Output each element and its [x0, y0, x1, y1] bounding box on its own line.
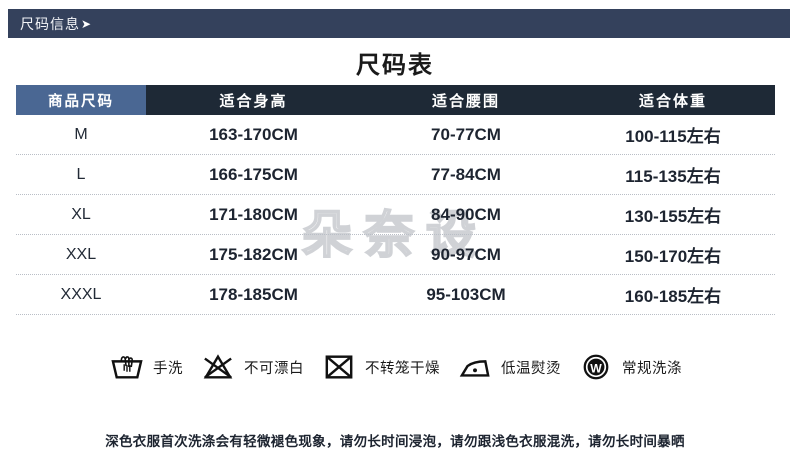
- care-item-no-tumble-dry: 不转笼干燥: [320, 352, 440, 382]
- cell-weight: 150-170左右: [624, 247, 722, 266]
- size-info-section-bar: 尺码信息 ➤: [8, 9, 790, 38]
- table-row: XL 171-180CM 84-90CM 130-155左右: [16, 195, 775, 235]
- cell-size: L: [76, 165, 86, 183]
- cell-weight: 115-135左右: [625, 167, 721, 186]
- care-item-no-bleach: 不可漂白: [199, 352, 304, 382]
- cell-waist: 84-90CM: [431, 204, 501, 224]
- table-row: XXL 175-182CM 90-97CM 150-170左右: [16, 235, 775, 275]
- cell-waist: 95-103CM: [426, 284, 506, 304]
- column-header-height: 适合身高: [219, 92, 288, 110]
- care-label: 不可漂白: [244, 360, 304, 377]
- column-header-waist: 适合腰围: [431, 92, 500, 110]
- page-title: 尺码表: [356, 52, 434, 79]
- cell-height: 171-180CM: [209, 204, 298, 224]
- cell-waist: 70-77CM: [431, 124, 501, 144]
- normal-wash-icon: W: [583, 354, 609, 380]
- low-iron-icon: [459, 360, 490, 377]
- cell-size: XXXL: [60, 285, 102, 303]
- cell-height: 178-185CM: [209, 284, 298, 304]
- cell-size: XXL: [65, 245, 97, 263]
- cell-weight: 130-155左右: [624, 207, 722, 226]
- no-tumble-dry-icon: [325, 355, 353, 379]
- table-row: XXXL 178-185CM 95-103CM 160-185左右: [16, 275, 775, 315]
- section-bar-label: 尺码信息: [20, 15, 80, 32]
- care-item-normal-wash: W 常规洗涤: [577, 352, 682, 382]
- care-item-low-iron: 低温熨烫: [456, 352, 561, 382]
- cell-height: 166-175CM: [209, 164, 298, 184]
- svg-text:W: W: [590, 362, 602, 376]
- care-item-hand-wash: 手洗: [108, 352, 183, 382]
- triangle-right-icon: ➤: [81, 16, 92, 31]
- no-bleach-icon: [203, 354, 233, 379]
- column-header-weight: 适合体重: [638, 92, 707, 110]
- cell-waist: 77-84CM: [431, 164, 501, 184]
- cell-size: XL: [71, 205, 91, 223]
- care-label: 低温熨烫: [501, 360, 561, 377]
- care-label: 常规洗涤: [622, 360, 682, 377]
- cell-height: 163-170CM: [209, 124, 298, 144]
- care-label: 不转笼干燥: [365, 360, 440, 377]
- cell-weight: 100-115左右: [625, 127, 721, 146]
- care-label: 手洗: [153, 360, 183, 377]
- care-instructions: 手洗 不可漂白 不转笼干燥 低温熨烫 W 常规洗涤: [0, 352, 790, 382]
- hand-wash-icon: [111, 356, 143, 379]
- cell-height: 175-182CM: [209, 244, 298, 264]
- table-row: M 163-170CM 70-77CM 100-115左右: [16, 115, 775, 155]
- table-row: L 166-175CM 77-84CM 115-135左右: [16, 155, 775, 195]
- cell-waist: 90-97CM: [431, 244, 501, 264]
- care-note: 深色衣服首次洗涤会有轻微褪色现象，请勿长时间浸泡，请勿跟浅色衣服混洗，请勿长时间…: [105, 434, 685, 449]
- table-header-row: 商品尺码 适合身高 适合腰围 适合体重: [16, 85, 775, 115]
- cell-weight: 160-185左右: [624, 287, 722, 306]
- size-table: 商品尺码 适合身高 适合腰围 适合体重 M 163-170CM 70-77CM …: [16, 85, 775, 315]
- cell-size: M: [74, 125, 88, 143]
- column-header-size: 商品尺码: [16, 85, 146, 115]
